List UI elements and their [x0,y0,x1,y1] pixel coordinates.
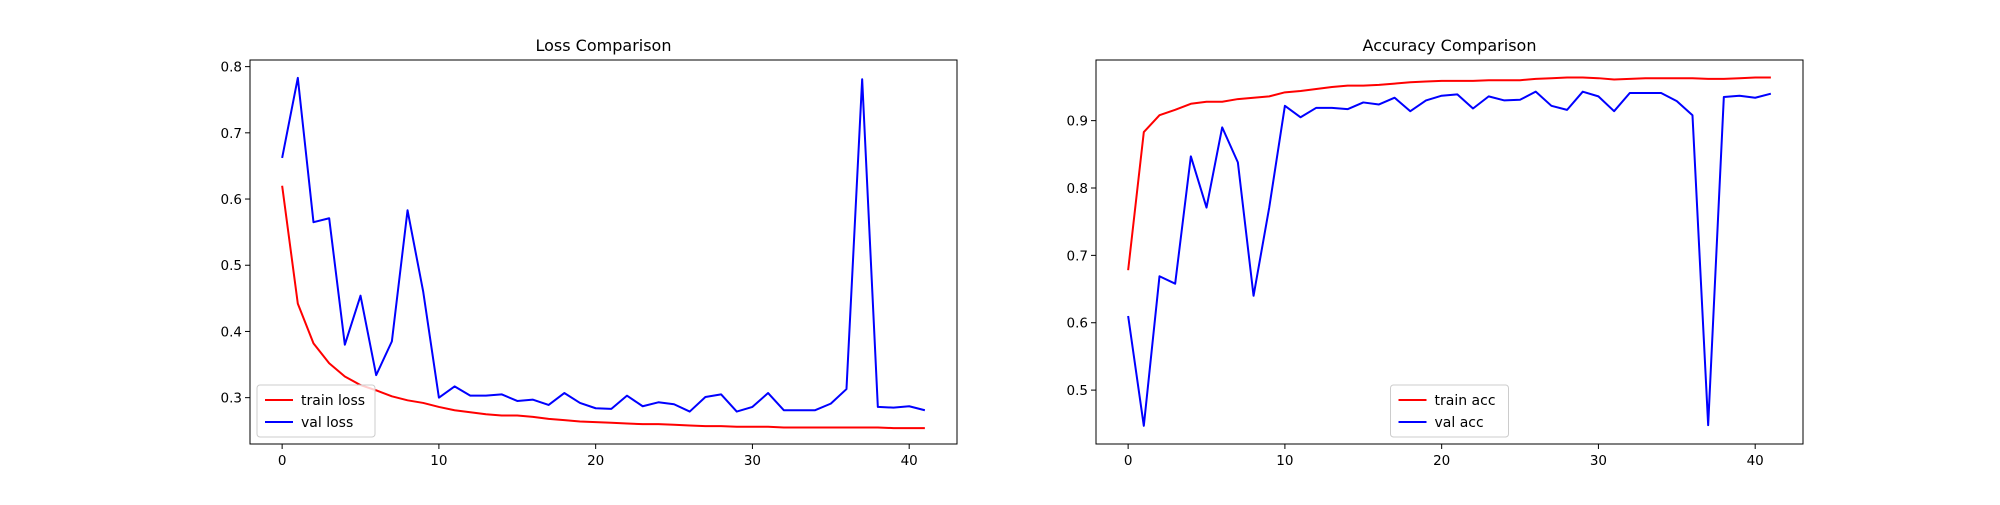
y-tick-label: 0.7 [221,126,242,142]
x-tick-label: 0 [278,453,287,469]
series-lines [1127,76,1772,427]
series-line-train-acc [1127,76,1771,271]
x-axis-ticks: 0 10 20 30 40 [278,444,918,469]
legend-entries: train loss val loss [265,393,365,431]
legend-box [256,384,376,438]
legend: train acc val acc [1390,384,1509,438]
legend-entries: train acc val acc [1398,393,1496,431]
plot-area-frame [249,59,958,445]
legend: train loss val loss [256,384,376,438]
y-tick-label: 0.6 [1067,316,1088,332]
x-tick-label: 20 [587,453,604,469]
x-tick-label: 0 [1124,453,1133,469]
legend-box [1390,384,1509,438]
series-lines [281,76,926,430]
legend-label: train loss [301,393,365,409]
loss-chart: Loss Comparison 0.3 0.4 0.5 0.6 0.7 0.8 0 10 20… [221,36,958,469]
y-axis-ticks: 0.5 0.6 0.7 0.8 0.9 [1067,114,1096,399]
y-tick-label: 0.8 [1067,181,1088,197]
x-tick-label: 40 [1747,453,1764,469]
y-tick-label: 0.8 [221,60,242,76]
x-tick-label: 20 [1433,453,1450,469]
y-tick-label: 0.4 [221,324,242,340]
chart-title: Loss Comparison [536,36,672,55]
y-tick-label: 0.9 [1067,114,1088,130]
y-axis-ticks: 0.3 0.4 0.5 0.6 0.7 0.8 [221,60,250,407]
x-tick-label: 40 [901,453,918,469]
series-line-val-acc [1127,90,1772,427]
legend-label: train acc [1435,393,1496,409]
y-tick-label: 0.3 [221,391,242,407]
x-tick-label: 30 [744,453,761,469]
series-line-val-loss [281,76,926,413]
series-line-train-loss [281,185,925,430]
plot-area-frame [1095,59,1804,445]
y-tick-label: 0.7 [1067,248,1088,264]
y-tick-label: 0.5 [221,258,242,274]
y-tick-label: 0.6 [221,192,242,208]
x-tick-label: 10 [1276,453,1293,469]
accuracy-chart: Accuracy Comparison 0.5 0.6 0.7 0.8 0.9 0 10 2… [1067,36,1804,469]
y-tick-label: 0.5 [1067,383,1088,399]
legend-label: val loss [301,415,353,431]
legend-label: val acc [1435,415,1484,431]
x-tick-label: 30 [1590,453,1607,469]
chart-title: Accuracy Comparison [1363,36,1537,55]
x-axis-ticks: 0 10 20 30 40 [1124,444,1764,469]
x-tick-label: 10 [430,453,447,469]
